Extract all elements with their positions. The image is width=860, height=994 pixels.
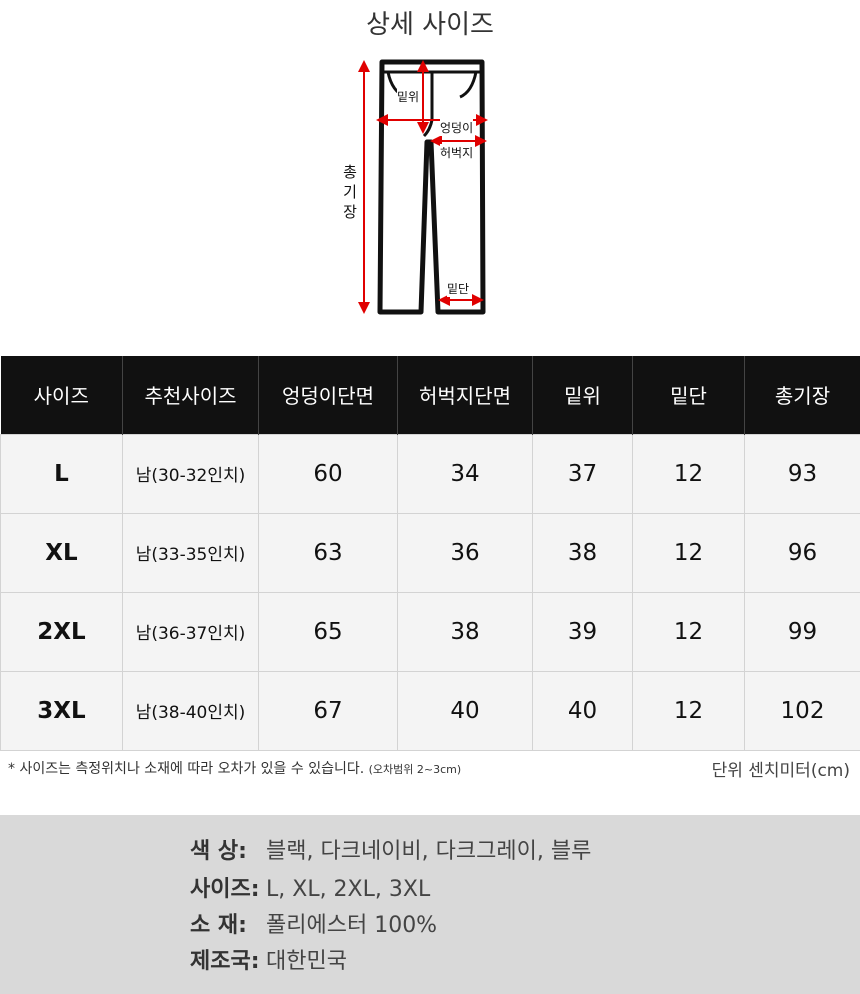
total-length-char: 기 [343, 183, 357, 201]
thigh-label: 허벅지 [440, 144, 474, 161]
recommended-cell: 남(36-37인치) [122, 591, 259, 672]
header-size: 사이즈 [0, 356, 123, 434]
length-cell: 93 [744, 433, 860, 514]
hem-label: 밑단 [447, 280, 470, 297]
page-title: 상세 사이즈 [366, 10, 494, 40]
size-cell: XL [0, 512, 123, 593]
info-value: L, XL, 2XL, 3XL [266, 877, 431, 902]
size-table: 사이즈 추천사이즈 엉덩이단면 허벅지단면 밑위 밑단 총기장 L 남(30-32… [0, 356, 860, 751]
rise-label: 밑위 [397, 88, 420, 105]
table-row: 2XL 남(36-37인치) 65 38 39 12 99 [0, 591, 860, 672]
thigh-cell: 38 [397, 591, 533, 672]
info-value: 블랙, 다크네이비, 다크그레이, 블루 [266, 839, 592, 864]
note-range: (오차범위 2~3cm) [368, 763, 462, 776]
table-row: L 남(30-32인치) 60 34 37 12 93 [0, 433, 860, 514]
header-rise: 밑위 [532, 356, 633, 434]
info-size: 사이즈: L, XL, 2XL, 3XL [190, 871, 430, 903]
rise-cell: 37 [532, 433, 633, 514]
header-hem: 밑단 [632, 356, 745, 434]
thigh-cell: 36 [397, 512, 533, 593]
info-label: 제조국: [190, 949, 260, 974]
product-info: 색 상: 블랙, 다크네이비, 다크그레이, 블루 사이즈: L, XL, 2XL,… [0, 815, 860, 994]
hip-label: 엉덩이 [440, 119, 474, 136]
hip-cell: 63 [258, 512, 398, 593]
length-cell: 102 [744, 670, 860, 751]
rise-cell: 38 [532, 512, 633, 593]
info-origin: 제조국: 대한민국 [190, 943, 347, 975]
size-cell: L [0, 433, 123, 514]
thigh-cell: 40 [397, 670, 533, 751]
length-cell: 96 [744, 512, 860, 593]
unit-label: 단위 센치미터(cm) [711, 761, 850, 781]
size-cell: 3XL [0, 670, 123, 751]
total-length-char: 장 [343, 203, 357, 221]
total-length-label: 총 기 장 [342, 162, 358, 222]
info-material: 소 재: 폴리에스터 100% [190, 907, 437, 939]
info-label: 사이즈: [190, 877, 260, 902]
thigh-cell: 34 [397, 433, 533, 514]
pants-diagram: 밑위 엉덩이 허벅지 밑단 총 기 장 [330, 50, 510, 320]
header-recommended: 추천사이즈 [122, 356, 259, 434]
header-thigh: 허벅지단면 [397, 356, 533, 434]
rise-cell: 39 [532, 591, 633, 672]
hem-cell: 12 [632, 591, 745, 672]
note-text: * 사이즈는 측정위치나 소재에 따라 오차가 있을 수 있습니다. [8, 761, 365, 777]
total-length-char: 총 [343, 163, 357, 181]
hip-cell: 60 [258, 433, 398, 514]
info-label: 색 상: [190, 839, 247, 864]
header-length: 총기장 [744, 356, 860, 434]
table-header-row: 사이즈 추천사이즈 엉덩이단면 허벅지단면 밑위 밑단 총기장 [0, 356, 860, 434]
table-row: XL 남(33-35인치) 63 36 38 12 96 [0, 512, 860, 593]
info-value: 폴리에스터 100% [266, 913, 438, 938]
hip-cell: 65 [258, 591, 398, 672]
hem-cell: 12 [632, 512, 745, 593]
info-label: 소 재: [190, 913, 247, 938]
measurement-note: * 사이즈는 측정위치나 소재에 따라 오차가 있을 수 있습니다. (오차범위… [8, 758, 461, 778]
size-cell: 2XL [0, 591, 123, 672]
hem-cell: 12 [632, 433, 745, 514]
recommended-cell: 남(30-32인치) [122, 433, 259, 514]
hem-cell: 12 [632, 670, 745, 751]
table-row: 3XL 남(38-40인치) 67 40 40 12 102 [0, 670, 860, 751]
rise-cell: 40 [532, 670, 633, 751]
info-color: 색 상: 블랙, 다크네이비, 다크그레이, 블루 [190, 833, 591, 865]
hip-cell: 67 [258, 670, 398, 751]
length-cell: 99 [744, 591, 860, 672]
header-hip: 엉덩이단면 [258, 356, 398, 434]
pants-illustration [358, 59, 488, 315]
recommended-cell: 남(33-35인치) [122, 512, 259, 593]
recommended-cell: 남(38-40인치) [122, 670, 259, 751]
info-value: 대한민국 [266, 949, 347, 974]
